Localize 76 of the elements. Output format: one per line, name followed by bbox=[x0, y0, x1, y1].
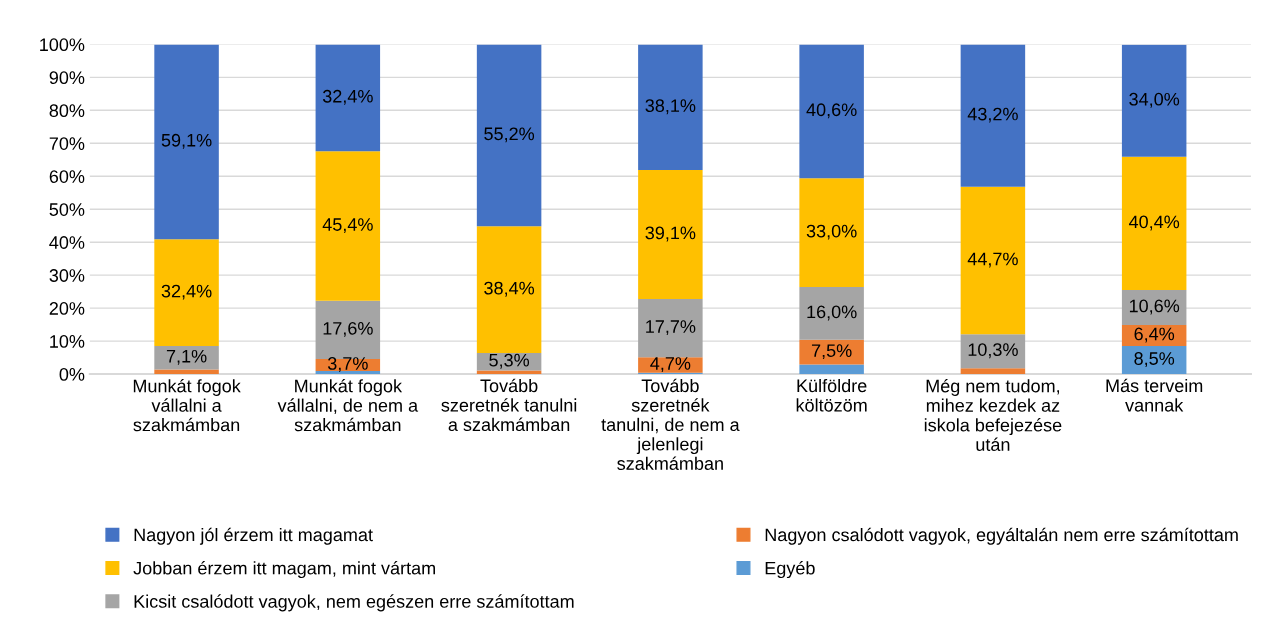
bar bbox=[638, 169, 703, 299]
legend-label: Egyéb bbox=[765, 561, 815, 579]
legend-label: Kicsit csalódott vagyok, nem egészen erre számítottam bbox=[134, 594, 574, 612]
bar bbox=[960, 44, 1026, 187]
bar bbox=[315, 151, 381, 301]
y-tick-label: 30% bbox=[49, 269, 85, 282]
y-tick-label: 20% bbox=[49, 302, 85, 315]
data-label: 16,0% bbox=[807, 305, 857, 321]
bar bbox=[1121, 156, 1187, 290]
data-label: 5,3% bbox=[489, 353, 530, 369]
data-label: 43,2% bbox=[967, 107, 1018, 123]
data-label: 32,4% bbox=[322, 89, 373, 105]
y-tick-label: 50% bbox=[49, 203, 85, 216]
data-label: 39,1% bbox=[645, 226, 696, 242]
bar bbox=[154, 369, 219, 375]
y-tick-label: 0% bbox=[59, 367, 85, 381]
bar bbox=[638, 44, 703, 170]
y-tick-label: 80% bbox=[49, 104, 85, 118]
bar bbox=[476, 226, 542, 353]
bar bbox=[1121, 44, 1187, 157]
data-label: 6,4% bbox=[1134, 327, 1175, 343]
data-label: 40,6% bbox=[806, 103, 857, 119]
bar bbox=[476, 44, 542, 227]
legend-label: Jobban érzem itt magam, mint vártam bbox=[133, 561, 435, 579]
legend-label: Nagyon jól érzem itt magamat bbox=[134, 527, 373, 545]
data-label: 10,3% bbox=[968, 343, 1018, 359]
bar bbox=[638, 357, 703, 373]
x-tick-label: Más terveim vannak bbox=[1106, 378, 1203, 412]
data-label: 17,6% bbox=[323, 321, 373, 337]
bar bbox=[638, 298, 703, 358]
bar bbox=[799, 178, 864, 288]
y-tick-label: 10% bbox=[50, 335, 85, 348]
bar bbox=[154, 44, 219, 240]
bar bbox=[315, 371, 381, 375]
data-label: 32,4% bbox=[161, 284, 212, 300]
bar bbox=[799, 44, 864, 179]
legend-label: Nagyon csalódott vagyok, egyáltalán nem erre számítottam bbox=[765, 527, 1238, 545]
data-label: 44,7% bbox=[967, 252, 1018, 268]
data-label: 45,4% bbox=[322, 218, 373, 234]
x-tick-label: Munkát fogok vállalni a szakmámban bbox=[133, 378, 241, 432]
bar bbox=[799, 287, 864, 340]
data-label: 8,5% bbox=[1134, 352, 1175, 368]
x-tick-label: Külföldre költözöm bbox=[796, 378, 867, 412]
y-tick-label: 60% bbox=[49, 170, 85, 183]
y-tick-label: 90% bbox=[49, 71, 85, 85]
data-label: 38,1% bbox=[645, 99, 696, 115]
data-label: 55,2% bbox=[484, 127, 535, 143]
data-label: 3,7% bbox=[327, 357, 368, 372]
x-tick-label: Tovább szeretnék tanulni, de nem a jelenlegi szakmámban bbox=[601, 378, 740, 470]
bar bbox=[799, 364, 864, 375]
x-tick-label: Tovább szeretnék tanulni a szakmámban bbox=[441, 378, 577, 432]
bar bbox=[315, 300, 381, 359]
y-tick-label: 40% bbox=[49, 236, 85, 249]
bar bbox=[476, 370, 542, 375]
x-tick-label: Még nem tudom, mihez kezdek az iskola befejezése után bbox=[924, 378, 1062, 451]
bar bbox=[154, 239, 219, 347]
x-tick-label: Munkát fogok vállalni, de nem a szakmámban bbox=[277, 378, 419, 432]
data-label: 7,5% bbox=[811, 344, 852, 360]
bar bbox=[960, 186, 1026, 335]
bar bbox=[960, 334, 1026, 369]
data-label: 33,0% bbox=[806, 224, 857, 240]
data-label: 40,4% bbox=[1128, 215, 1180, 231]
data-label: 17,7% bbox=[646, 320, 696, 336]
y-tick-label: 70% bbox=[49, 137, 85, 150]
bar bbox=[1121, 289, 1187, 325]
data-label: 4,7% bbox=[650, 357, 691, 372]
data-label: 10,6% bbox=[1129, 299, 1180, 315]
bar bbox=[960, 368, 1026, 375]
data-label: 38,4% bbox=[484, 281, 535, 297]
y-tick-label: 100% bbox=[40, 38, 85, 52]
data-label: 34,0% bbox=[1129, 92, 1180, 108]
bar bbox=[315, 44, 381, 152]
bar bbox=[1121, 346, 1187, 375]
data-label: 59,1% bbox=[161, 133, 212, 149]
data-label: 7,1% bbox=[166, 349, 207, 365]
bar bbox=[154, 346, 219, 370]
